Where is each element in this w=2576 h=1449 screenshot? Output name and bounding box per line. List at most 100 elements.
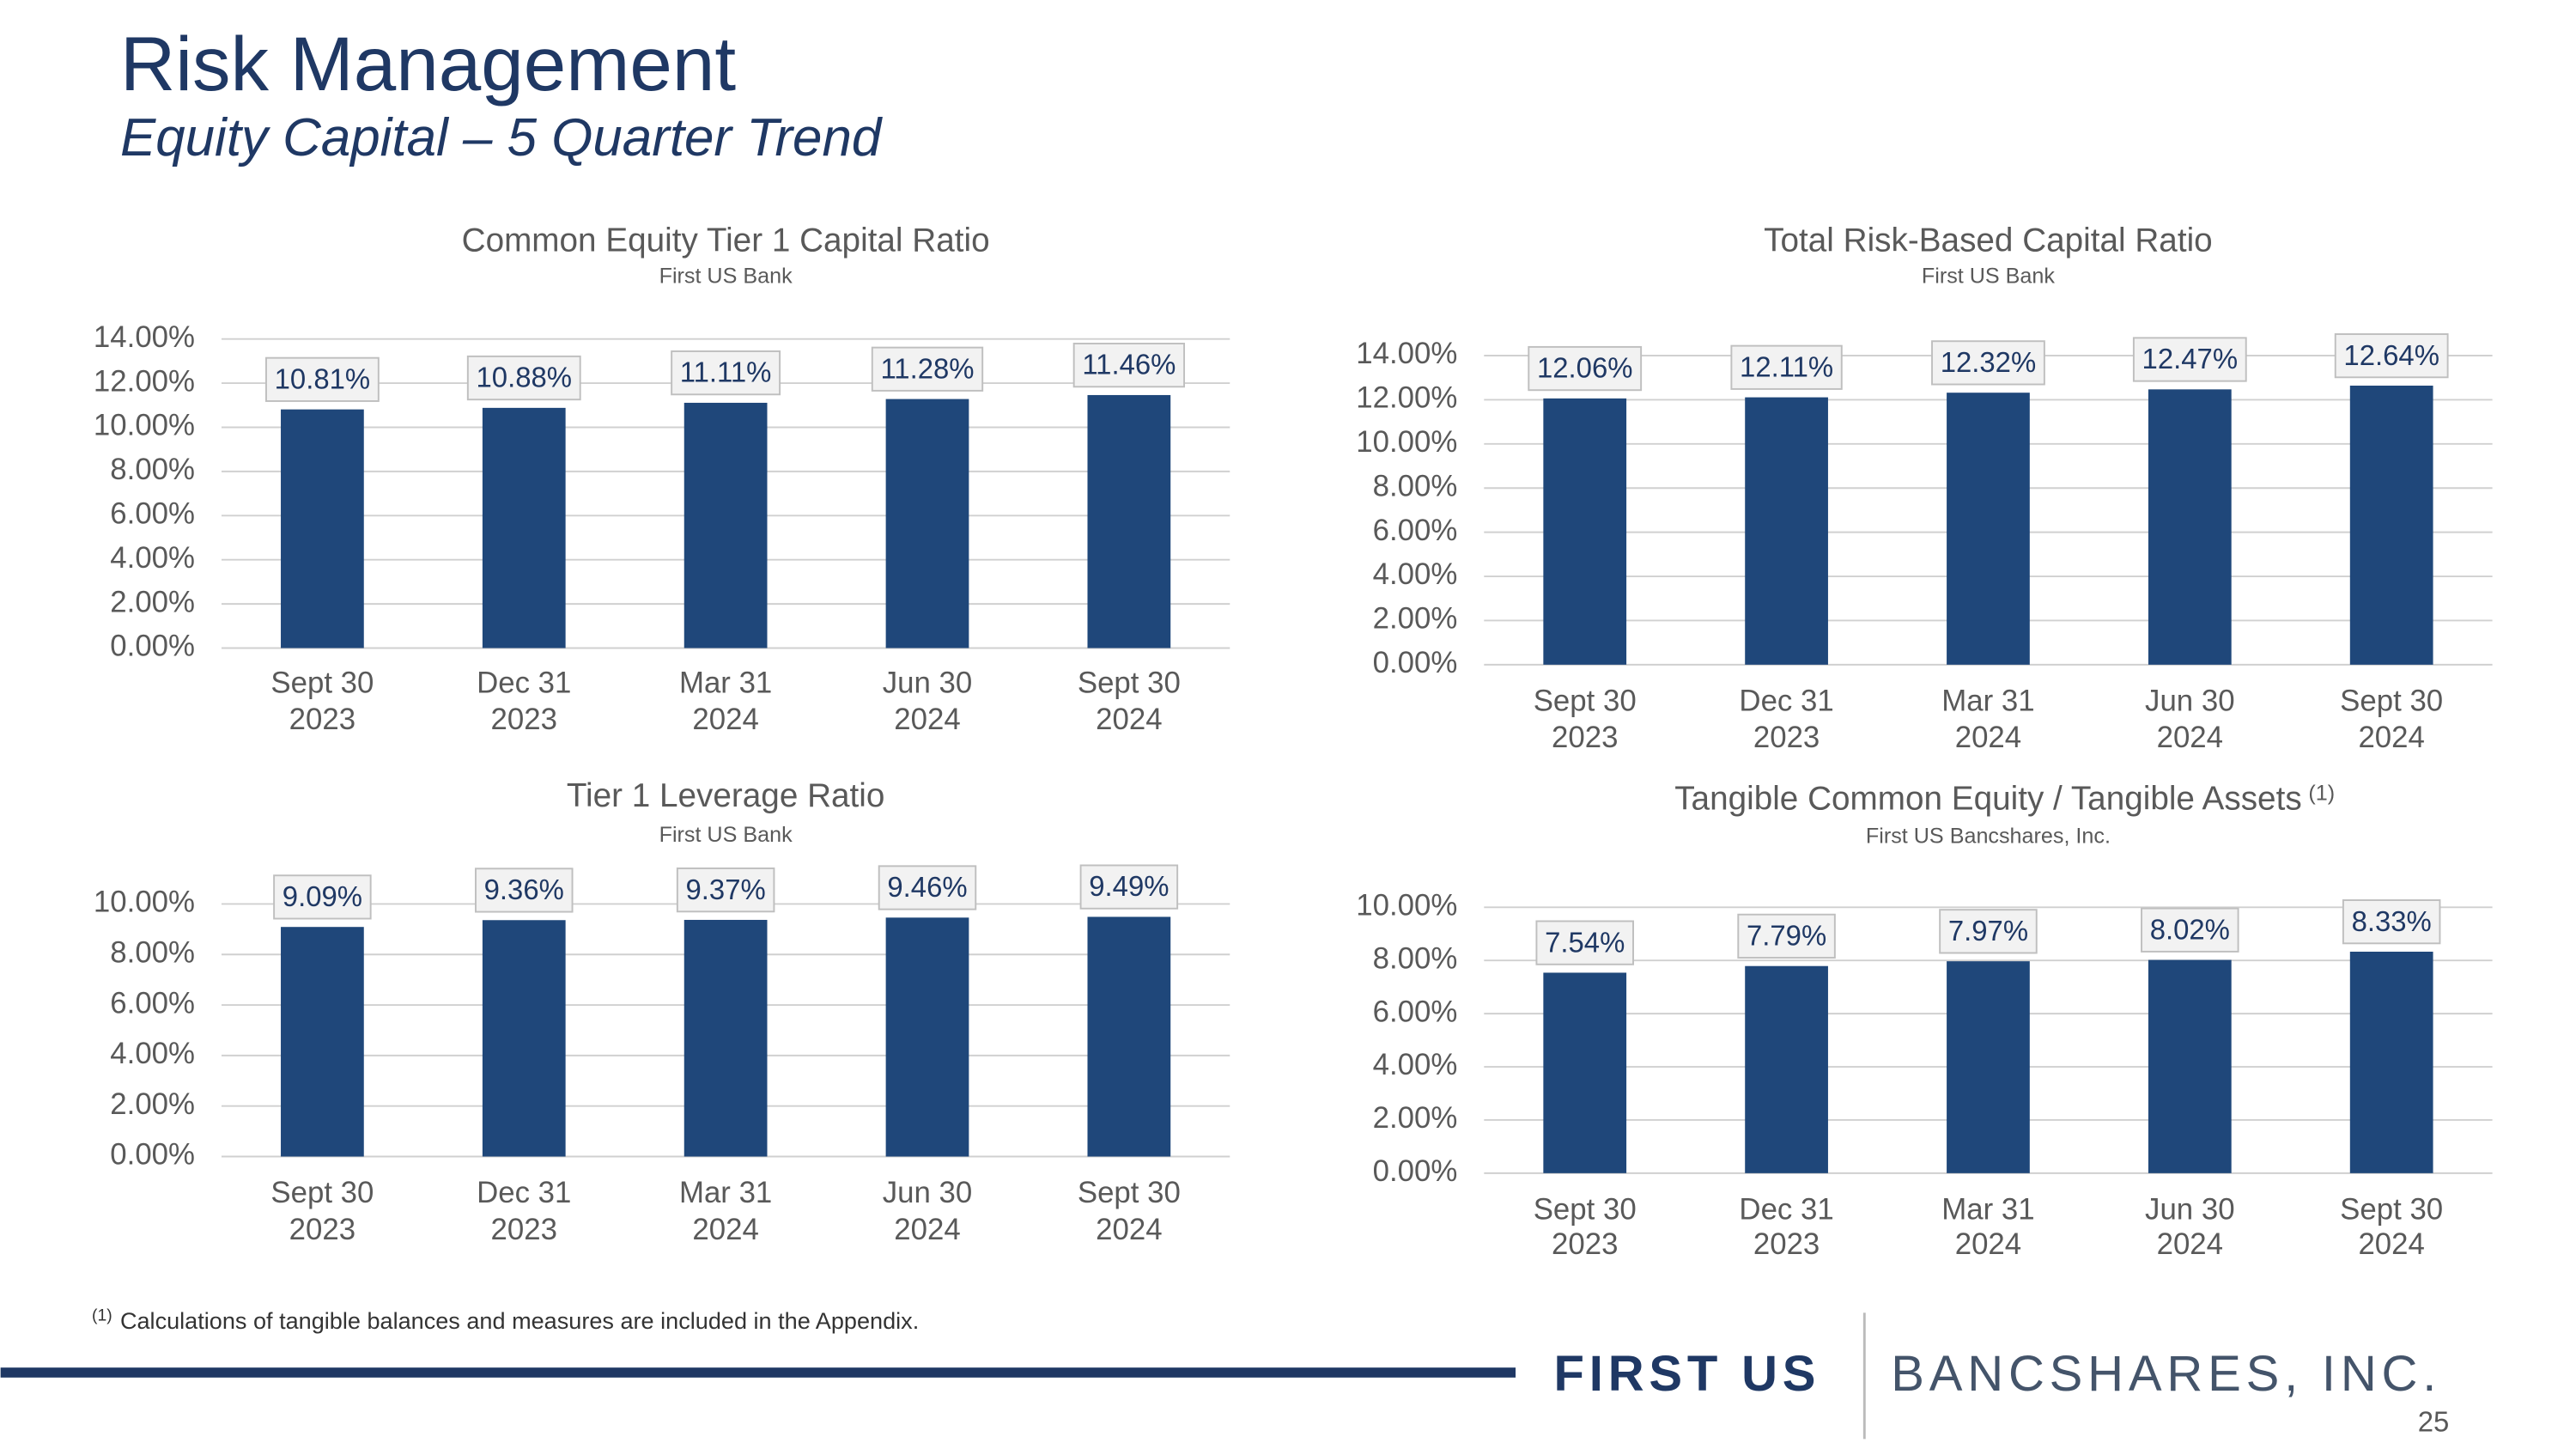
chart-title: Total Risk-Based Capital Ratio (1764, 222, 2213, 259)
value-label-box (475, 868, 574, 913)
value-label-box (2132, 337, 2247, 382)
bar (2148, 389, 2232, 665)
y-tick-label: 10.00% (1356, 889, 1457, 922)
value-label-box (1730, 344, 1843, 390)
x-tick-label: 2024 (894, 1213, 960, 1246)
value-label-box (466, 355, 581, 401)
y-tick-label: 2.00% (110, 1087, 195, 1121)
y-tick-label: 10.00% (94, 409, 195, 442)
chart-subtitle: First US Bancshares, Inc. (1866, 825, 2111, 849)
value-label: 12.11% (1740, 350, 1833, 382)
y-tick-label: 0.00% (110, 1138, 195, 1172)
page-title: Risk Management (120, 21, 736, 107)
logo-secondary: BANCSHARES, INC. (1891, 1346, 2441, 1402)
y-tick-label: 10.00% (94, 886, 195, 919)
value-label: 11.28% (880, 352, 974, 384)
value-label: 12.47% (2142, 343, 2239, 374)
value-label-box (1737, 913, 1836, 959)
bar (1087, 394, 1171, 648)
x-tick-label: Jun 30 (2145, 1193, 2235, 1227)
y-tick-label: 14.00% (1356, 337, 1457, 370)
bar (885, 399, 969, 648)
bar (482, 920, 566, 1157)
bar (885, 917, 969, 1157)
x-tick-label: 2023 (1552, 1227, 1618, 1261)
value-label-box (878, 865, 977, 910)
value-label-box (871, 346, 984, 392)
x-tick-label: Sept 30 (1078, 1176, 1181, 1209)
value-label-box (273, 874, 372, 920)
bar (1947, 393, 2030, 665)
y-tick-label: 8.00% (1373, 941, 1458, 975)
chart-subtitle: First US Bank (659, 823, 793, 847)
x-tick-label: Sept 30 (2340, 1193, 2443, 1227)
y-tick-label: 6.00% (1373, 514, 1458, 547)
y-tick-label: 4.00% (1373, 1048, 1458, 1081)
chart-subtitle: First US Bank (1922, 265, 2055, 289)
x-tick-label: Mar 31 (679, 666, 772, 699)
bar (281, 927, 364, 1157)
x-tick-label: Jun 30 (883, 666, 973, 699)
bar (1087, 916, 1171, 1157)
x-tick-label: Dec 31 (477, 1176, 571, 1209)
x-tick-label: 2024 (1955, 1227, 2021, 1261)
chart-subtitle: First US Bank (659, 265, 793, 289)
x-tick-label: Dec 31 (477, 666, 571, 699)
value-label-box (1931, 340, 2045, 386)
x-tick-label: 2023 (289, 1213, 355, 1246)
value-label: 7.97% (1948, 915, 2028, 947)
x-tick-label: 2024 (1096, 1213, 1162, 1246)
x-tick-label: Dec 31 (1739, 1193, 1833, 1227)
bar (1543, 398, 1627, 665)
value-label: 10.81% (275, 362, 371, 394)
value-label: 9.37% (686, 874, 766, 905)
value-label: 12.32% (1941, 346, 2037, 378)
bar (2148, 959, 2232, 1173)
x-tick-label: Sept 30 (270, 666, 374, 699)
y-tick-label: 0.00% (1373, 646, 1458, 679)
x-tick-label: Dec 31 (1739, 685, 1833, 718)
value-label: 11.11% (680, 356, 772, 388)
x-tick-label: Sept 30 (1078, 666, 1181, 699)
value-label-box (2141, 907, 2239, 953)
chart-title-note: (1) (2308, 781, 2335, 805)
y-tick-label: 8.00% (110, 935, 195, 969)
x-tick-label: 2023 (491, 1213, 557, 1246)
page-subtitle: Equity Capital – 5 Quarter Trend (120, 108, 884, 167)
value-label: 12.06% (1537, 352, 1633, 384)
value-label-box (1535, 920, 1634, 965)
x-tick-label: Jun 30 (883, 1176, 973, 1209)
y-tick-label: 0.00% (110, 630, 195, 663)
x-tick-label: 2023 (491, 703, 557, 736)
bar (1543, 972, 1627, 1173)
y-tick-label: 2.00% (1373, 602, 1458, 636)
bar (683, 402, 768, 648)
value-label: 11.46% (1082, 349, 1176, 381)
x-tick-label: 2024 (2157, 1227, 2223, 1261)
bar (1745, 397, 1828, 665)
value-label-box (671, 350, 781, 396)
y-tick-label: 8.00% (110, 453, 195, 486)
x-tick-label: Sept 30 (1534, 1193, 1637, 1227)
value-label-box (2342, 899, 2441, 945)
footer-bar (0, 1367, 1516, 1378)
value-label-box (265, 356, 380, 402)
value-label: 8.33% (2352, 905, 2432, 937)
bar (482, 407, 566, 648)
logo-primary: FIRST US (1554, 1346, 1821, 1402)
value-label-box (1528, 345, 1643, 392)
bar (2349, 385, 2433, 665)
y-tick-label: 4.00% (110, 541, 195, 575)
value-label-box (1079, 864, 1179, 910)
y-tick-label: 10.00% (1356, 425, 1457, 459)
value-label: 7.54% (1545, 926, 1625, 958)
value-label: 10.88% (477, 362, 573, 393)
x-tick-label: 2024 (2157, 721, 2223, 754)
x-tick-label: 2023 (289, 703, 355, 736)
chart-title: Tier 1 Leverage Ratio (567, 777, 885, 814)
y-tick-label: 2.00% (110, 585, 195, 618)
y-tick-label: 4.00% (110, 1037, 195, 1070)
x-tick-label: 2024 (2358, 721, 2424, 754)
value-label: 9.36% (484, 874, 564, 905)
value-label: 12.64% (2343, 339, 2439, 371)
